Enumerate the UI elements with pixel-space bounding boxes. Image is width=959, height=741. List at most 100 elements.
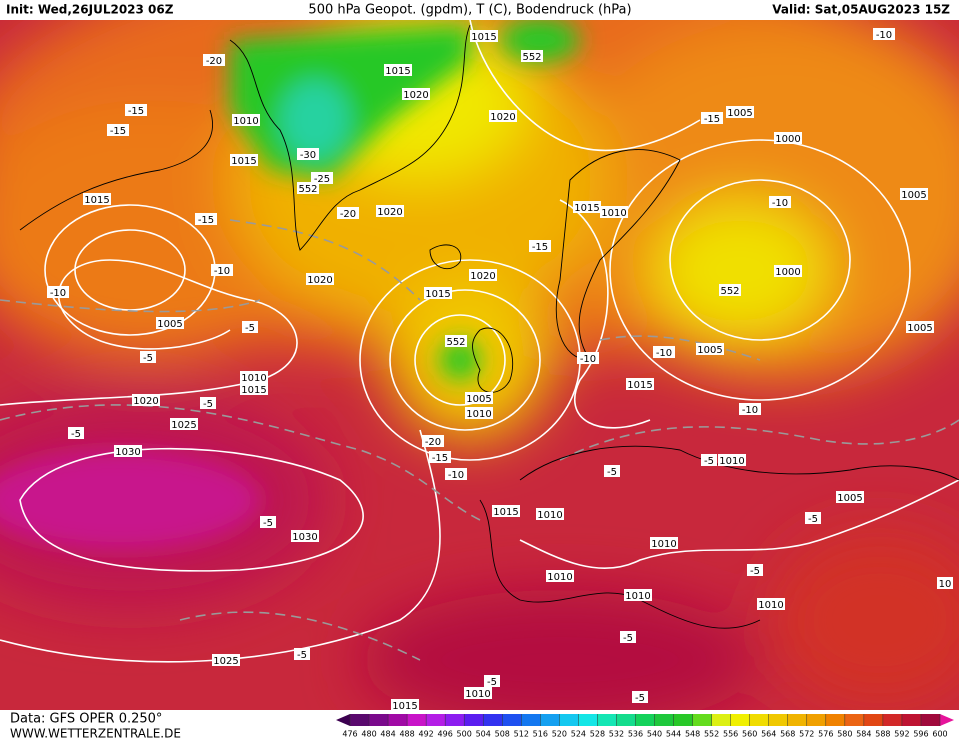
- label-box: [445, 468, 467, 480]
- contour-label: 1005: [837, 493, 862, 504]
- contour-label: 1020: [470, 271, 495, 282]
- label-box: [873, 28, 895, 40]
- colorbar-swatch: [426, 714, 446, 726]
- label-box: [774, 132, 802, 144]
- label-box: [68, 427, 84, 439]
- contour-label: -15: [704, 114, 720, 125]
- colorbar-label: 600: [932, 730, 947, 739]
- colorbar-swatch: [597, 714, 617, 726]
- colorbar-swatch: [540, 714, 560, 726]
- colorbar-swatch: [768, 714, 789, 726]
- init-time: Init: Wed,26JUL2023 06Z: [6, 3, 174, 17]
- contour-label: 1010: [465, 689, 490, 700]
- contour-label: -5: [71, 429, 81, 440]
- label-box: [140, 351, 156, 363]
- label-box: [739, 403, 761, 415]
- label-box: [402, 88, 430, 100]
- colorbar-swatch: [863, 714, 884, 726]
- label-box: [156, 317, 184, 329]
- colorbar-end: [336, 714, 350, 726]
- label-box: [391, 699, 419, 711]
- label-box: [297, 148, 319, 160]
- contour-label: 1020: [403, 90, 428, 101]
- contour-label: 1010: [233, 116, 258, 127]
- colorbar-end: [940, 714, 954, 726]
- contour-label: -25: [314, 174, 330, 185]
- colorbar-label: 484: [380, 730, 395, 739]
- label-box: [470, 30, 498, 42]
- contour-label: 1025: [213, 656, 238, 667]
- contour-label: -10: [214, 266, 230, 277]
- label-box: [469, 269, 497, 281]
- colorbar-label: 532: [609, 730, 624, 739]
- colorbar-label: 540: [647, 730, 662, 739]
- contour-label: 1015: [425, 289, 450, 300]
- colorbar-swatch: [711, 714, 732, 726]
- label-box: [230, 154, 258, 166]
- colorbar-label: 572: [799, 730, 814, 739]
- label-box: [769, 196, 791, 208]
- label-box: [132, 394, 160, 406]
- label-box: [521, 50, 543, 62]
- colorbar-label: 592: [894, 730, 909, 739]
- contour-label: 1010: [601, 208, 626, 219]
- contour-label: 1005: [907, 323, 932, 334]
- label-box: [240, 383, 268, 395]
- contour-label: 1005: [901, 190, 926, 201]
- contour-label: -5: [635, 693, 645, 704]
- label-box: [719, 284, 741, 296]
- colorbar-swatch: [616, 714, 636, 726]
- label-box: [337, 207, 359, 219]
- colorbar-swatch: [578, 714, 598, 726]
- contour-label: -30: [300, 150, 316, 161]
- contour-label: 552: [720, 286, 739, 297]
- label-box: [384, 64, 412, 76]
- isotherms: [0, 219, 959, 661]
- label-box: [242, 321, 258, 333]
- contour-label: -10: [772, 198, 788, 209]
- contour-label: -5: [704, 456, 714, 467]
- contour-label: 1015: [84, 195, 109, 206]
- contour-label: 1015: [392, 701, 417, 712]
- colorbar-label: 520: [552, 730, 567, 739]
- label-box: [484, 675, 500, 687]
- colorbar-label: 548: [685, 730, 700, 739]
- label-box: [429, 451, 451, 463]
- colorbar-label: 576: [818, 730, 833, 739]
- label-box: [306, 273, 334, 285]
- label-box: [376, 205, 404, 217]
- colorbar-label: 556: [723, 730, 738, 739]
- colorbar-swatch: [673, 714, 694, 726]
- contour-label: 552: [446, 337, 465, 348]
- label-box: [465, 392, 493, 404]
- label-box: [464, 687, 492, 699]
- colorbar-swatch: [559, 714, 579, 726]
- colorbar-label: 580: [837, 730, 852, 739]
- contour-label: -15: [198, 215, 214, 226]
- colorbar-label: 588: [875, 730, 890, 739]
- colorbar-label: 552: [704, 730, 719, 739]
- colorbar-swatch: [825, 714, 846, 726]
- label-box: [107, 124, 129, 136]
- contour-label: -15: [432, 453, 448, 464]
- contour-label: 552: [522, 52, 541, 63]
- label-box: [465, 407, 493, 419]
- label-box: [836, 491, 864, 503]
- colorbar-label: 524: [571, 730, 586, 739]
- colorbar-label: 476: [342, 730, 357, 739]
- colorbar-swatch: [635, 714, 656, 726]
- label-box: [718, 454, 746, 466]
- contour-label: 1020: [133, 396, 158, 407]
- contour-label: -5: [263, 518, 273, 529]
- contour-label: 1025: [171, 420, 196, 431]
- colorbar-swatch: [654, 714, 675, 726]
- contour-label: 1005: [697, 345, 722, 356]
- contour-label: 552: [298, 184, 317, 195]
- label-box: [297, 182, 319, 194]
- colorbar-label: 560: [742, 730, 757, 739]
- label-box: [47, 286, 69, 298]
- colorbar-label: 568: [780, 730, 795, 739]
- label-box: [650, 537, 678, 549]
- colorbar-swatch: [388, 714, 408, 726]
- contour-label: -10: [580, 354, 596, 365]
